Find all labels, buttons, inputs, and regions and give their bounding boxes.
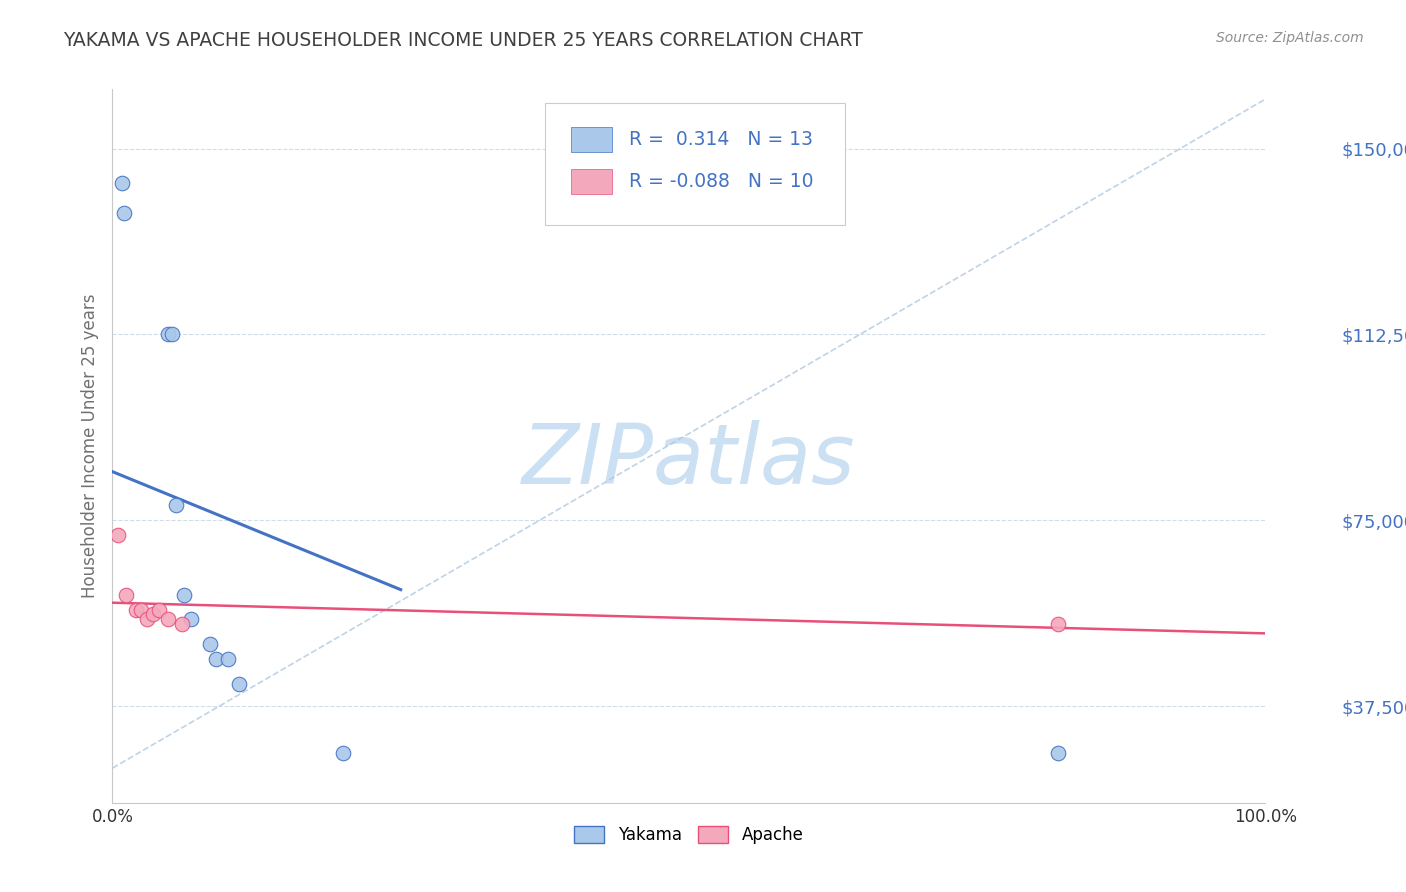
Point (107, 528, 129, 542)
Point (136, 612, 159, 626)
Point (1046, 746, 1069, 760)
Point (148, 602, 170, 616)
Point (332, 746, 354, 760)
Point (200, 637, 222, 651)
Point (205, 652, 228, 666)
Bar (571, 127, 612, 152)
Point (111, 177, 134, 191)
Point (162, 327, 184, 342)
Point (156, 327, 179, 342)
Point (115, 588, 138, 602)
Point (165, 499, 187, 513)
FancyBboxPatch shape (546, 103, 845, 225)
Point (170, 617, 193, 632)
Point (173, 588, 195, 602)
Bar (571, 169, 612, 194)
Legend: Yakama, Apache: Yakama, Apache (574, 826, 804, 845)
Point (217, 652, 239, 666)
Text: ZIPatlas: ZIPatlas (522, 420, 856, 500)
Text: R = -0.088   N = 10: R = -0.088 N = 10 (628, 172, 814, 192)
Text: R =  0.314   N = 13: R = 0.314 N = 13 (628, 129, 813, 149)
Point (112, 206, 135, 220)
Text: Source: ZipAtlas.com: Source: ZipAtlas.com (1216, 31, 1364, 45)
Point (124, 602, 146, 616)
Point (1046, 617, 1069, 632)
Point (129, 602, 153, 616)
Y-axis label: Householder Income Under 25 years: Householder Income Under 25 years (80, 293, 98, 599)
Point (180, 612, 202, 626)
Point (228, 677, 250, 691)
Text: YAKAMA VS APACHE HOUSEHOLDER INCOME UNDER 25 YEARS CORRELATION CHART: YAKAMA VS APACHE HOUSEHOLDER INCOME UNDE… (63, 31, 863, 50)
Point (156, 612, 179, 626)
Point (142, 607, 165, 622)
